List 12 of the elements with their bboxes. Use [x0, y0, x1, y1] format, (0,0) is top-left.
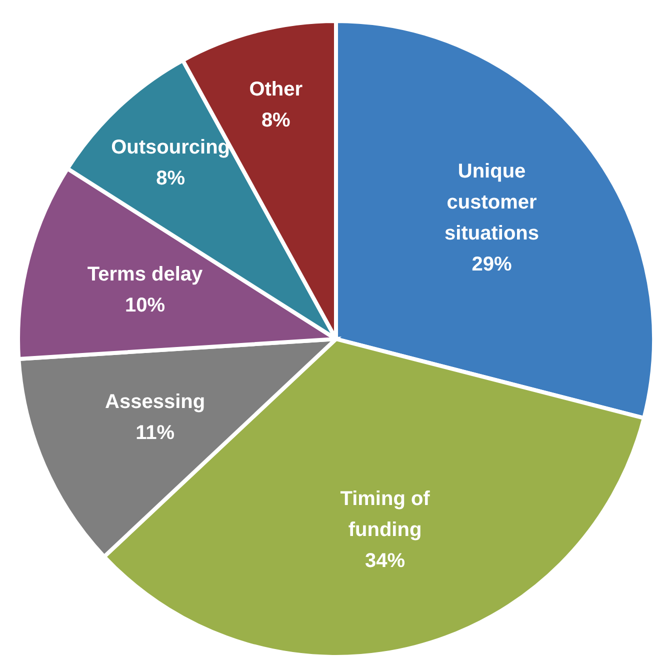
- slice-label: Terms delay: [87, 263, 204, 286]
- slice-label: Unique customer situations: [444, 160, 540, 245]
- data-label: 10%: [125, 294, 166, 316]
- data-label: 8%: [261, 109, 291, 132]
- data-label: 34%: [365, 550, 406, 572]
- slice-label: Outsourcing: [111, 136, 230, 158]
- slice-label: Assessing: [105, 390, 206, 413]
- slice-label: Timing of funding: [340, 488, 430, 541]
- data-label: 8%: [156, 167, 186, 190]
- data-label: 11%: [136, 422, 175, 444]
- data-label: 29%: [472, 254, 512, 276]
- slice-label: Other: [249, 78, 303, 100]
